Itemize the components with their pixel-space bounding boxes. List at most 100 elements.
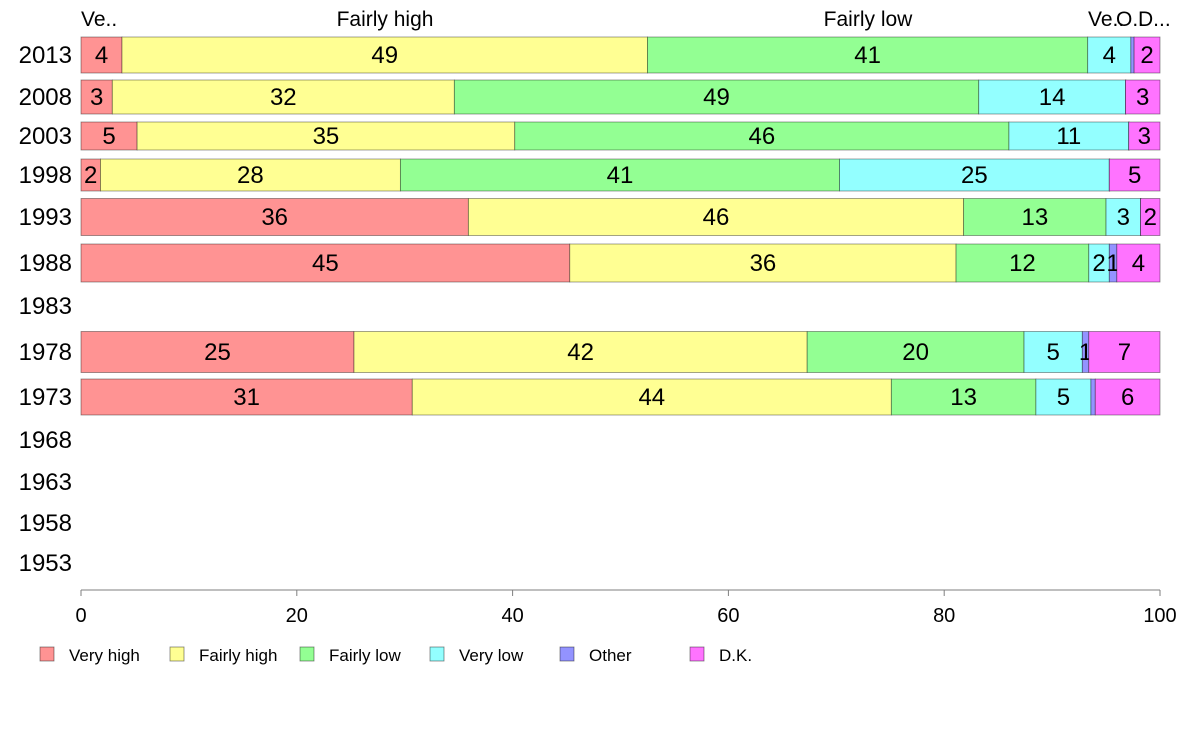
- x-tick-label-80: 80: [933, 605, 955, 627]
- bar-label-2008-fairly-low: 49: [703, 84, 730, 111]
- top-label-0: Ve..: [81, 8, 117, 31]
- bar-2003-fairly-low: [514, 121, 1010, 151]
- bar-label-1998-very-high: 2: [84, 162, 97, 189]
- legend-label-d-k: D.K.: [719, 646, 752, 665]
- x-axis: 0 20 40 60 80 100: [75, 589, 1177, 627]
- bar-2003-very-low: [1008, 121, 1130, 151]
- legend-label-very-low: Very low: [459, 646, 524, 665]
- y-tick-label-1998: 1998: [19, 162, 72, 189]
- legend: Very high Fairly high Fairly low Very low Ot…: [39, 646, 752, 665]
- bar-1998-fairly-low: [399, 158, 840, 192]
- x-tick-label-20: 20: [286, 605, 308, 627]
- bar-label-1978-fairly-high: 42: [567, 339, 594, 366]
- bar-1988-very-high: [80, 243, 571, 283]
- bar-1973-other: [1090, 378, 1096, 416]
- y-axis-tick-labels: 2013 2008 2003 1998 1993 1988 1983 1978 1973 1968…: [19, 42, 72, 577]
- y-tick-label-1983: 1983: [19, 293, 72, 320]
- bar-label-1978-d-k: 7: [1118, 339, 1131, 366]
- bar-label-2008-very-high: 3: [90, 84, 103, 111]
- top-label-1: Fairly high: [337, 8, 434, 31]
- bar-1973-d-k: [1094, 378, 1161, 416]
- bar-label-1978-fairly-low: 20: [902, 339, 929, 366]
- bar-1988-fairly-low: [955, 243, 1090, 283]
- bar-1993-very-low: [1105, 198, 1141, 236]
- top-series-labels: Ve.. Fairly high Fairly low Ve..O..D...: [81, 8, 1171, 31]
- bar-label-1973-very-high: 31: [233, 384, 260, 411]
- top-label-2: Fairly low: [824, 8, 914, 31]
- bar-1973-fairly-high: [411, 378, 892, 416]
- y-tick-label-1963: 1963: [19, 469, 72, 496]
- bar-label-1993-fairly-high: 46: [703, 204, 730, 231]
- legend-swatch-other: [559, 646, 575, 662]
- bar-label-2008-fairly-high: 32: [270, 84, 297, 111]
- bar-label-2003-d-k: 3: [1138, 123, 1151, 150]
- bar-label-2008-very-low: 14: [1039, 84, 1066, 111]
- x-tick-label-40: 40: [501, 605, 523, 627]
- bar-label-1973-fairly-high: 44: [638, 384, 665, 411]
- bar-label-2003-very-high: 5: [102, 123, 115, 150]
- bar-label-1978-very-high: 25: [204, 339, 231, 366]
- legend-swatch-d-k: [689, 646, 705, 662]
- bar-2013-d-k: [1133, 36, 1161, 74]
- y-tick-label-1958: 1958: [19, 510, 72, 537]
- y-tick-label-1968: 1968: [19, 427, 72, 454]
- bar-2003-fairly-high: [136, 121, 516, 151]
- bar-label-1998-d-k: 5: [1128, 162, 1141, 189]
- bar-2008-very-low: [978, 79, 1126, 115]
- bar-1988-fairly-high: [569, 243, 957, 283]
- top-label-4: O..: [1116, 8, 1144, 31]
- y-tick-label-1953: 1953: [19, 550, 72, 577]
- bar-1998-fairly-high: [100, 158, 401, 192]
- bar-label-2013-very-low: 4: [1103, 42, 1116, 69]
- bar-label-1998-very-low: 25: [961, 162, 988, 189]
- bar-2008-fairly-low: [453, 79, 980, 115]
- top-label-3: Ve..: [1088, 8, 1124, 31]
- bar-label-2003-fairly-low: 46: [748, 123, 775, 150]
- y-tick-label-1988: 1988: [19, 250, 72, 277]
- bar-label-2013-d-k: 2: [1140, 42, 1153, 69]
- bar-label-1988-other: 1: [1106, 250, 1119, 277]
- bar-label-1988-d-k: 4: [1132, 250, 1145, 277]
- y-tick-label-1978: 1978: [19, 339, 72, 366]
- bar-1988-d-k: [1116, 243, 1161, 283]
- top-label-5: D...: [1138, 8, 1171, 31]
- legend-label-fairly-low: Fairly low: [329, 646, 402, 665]
- bar-2013-fairly-low: [647, 36, 1089, 74]
- bar-label-1988-fairly-high: 36: [750, 250, 777, 277]
- bar-label-2013-fairly-high: 49: [371, 42, 398, 69]
- bar-label-2008-d-k: 3: [1136, 84, 1149, 111]
- bar-label-1993-d-k: 2: [1144, 204, 1157, 231]
- bar-label-2013-very-high: 4: [95, 42, 108, 69]
- bar-1973-fairly-low: [890, 378, 1037, 416]
- legend-label-other: Other: [589, 646, 632, 665]
- bar-2003-very-high: [80, 121, 138, 151]
- legend-swatch-very-high: [39, 646, 55, 662]
- legend-label-fairly-high: Fairly high: [199, 646, 277, 665]
- bars-layer: 4 49 41 4 23 32 49 14 35 35 46 11 32 28 41 25 536 46 13 3 24…: [80, 36, 1161, 416]
- bar-2008-fairly-high: [111, 79, 455, 115]
- y-tick-label-1973: 1973: [19, 384, 72, 411]
- legend-swatch-fairly-low: [299, 646, 315, 662]
- bar-label-1993-very-high: 36: [261, 204, 288, 231]
- bar-1993-fairly-high: [467, 198, 965, 236]
- bar-1993-very-high: [80, 198, 469, 236]
- bar-label-1988-fairly-low: 12: [1009, 250, 1036, 277]
- bar-1978-d-k: [1088, 331, 1161, 373]
- bar-2003-d-k: [1128, 121, 1161, 151]
- bar-label-1973-very-low: 5: [1057, 384, 1070, 411]
- bar-label-2003-fairly-high: 35: [313, 123, 340, 150]
- bar-2008-d-k: [1125, 79, 1161, 115]
- bar-label-1993-very-low: 3: [1117, 204, 1130, 231]
- x-tick-label-0: 0: [75, 605, 86, 627]
- y-tick-label-2008: 2008: [19, 84, 72, 111]
- legend-label-very-high: Very high: [69, 646, 140, 665]
- bar-label-1978-very-low: 5: [1046, 339, 1059, 366]
- x-tick-label-60: 60: [717, 605, 739, 627]
- bar-1978-very-high: [80, 331, 355, 373]
- bar-label-1988-very-low: 2: [1092, 250, 1105, 277]
- bar-1998-d-k: [1108, 158, 1161, 192]
- bar-label-1988-very-high: 45: [312, 250, 339, 277]
- y-tick-label-1993: 1993: [19, 204, 72, 231]
- y-tick-label-2003: 2003: [19, 123, 72, 150]
